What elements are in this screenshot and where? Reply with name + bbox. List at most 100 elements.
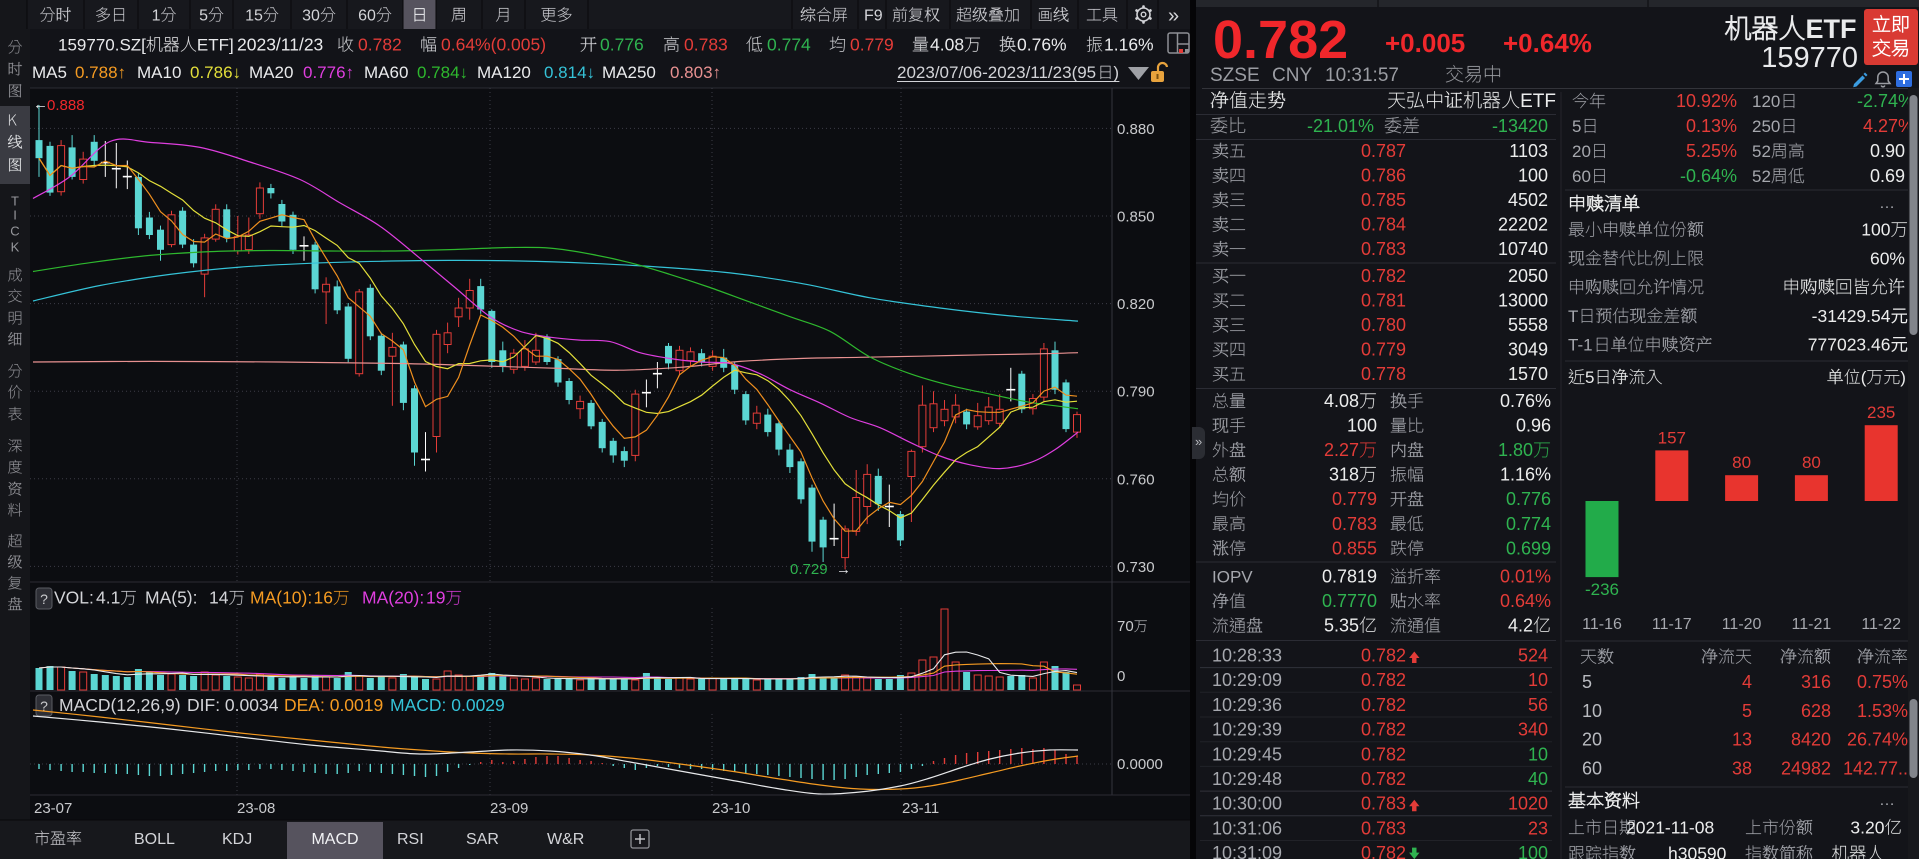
svg-text:2023/07/06-2023/11/23(95: 2023/07/06-2023/11/23(95 [897,63,1096,82]
svg-text:20: 20 [1572,142,1591,161]
svg-text:5: 5 [1585,368,1594,387]
svg-text:VOL:: VOL: [54,588,94,608]
svg-text:0.783: 0.783 [1361,239,1406,259]
svg-text:10: 10 [1528,670,1548,690]
svg-text:0.01%: 0.01% [1500,567,1551,587]
svg-text:0.776↑: 0.776↑ [303,63,354,82]
svg-text:SZSE: SZSE [1210,65,1260,86]
svg-text:2.27: 2.27 [1324,440,1359,460]
svg-text:10:29:09: 10:29:09 [1212,670,1282,690]
svg-text:0.7770: 0.7770 [1322,591,1377,611]
svg-text:(: ( [1861,368,1867,387]
svg-text:0.787: 0.787 [1361,141,1406,161]
svg-text:4.2: 4.2 [1508,616,1533,636]
svg-text:10:28:33: 10:28:33 [1212,646,1282,666]
svg-text:0.880: 0.880 [1117,121,1155,138]
svg-text:0.814↓: 0.814↓ [544,63,595,82]
svg-text:100: 100 [1861,220,1890,240]
svg-text:1: 1 [152,8,161,25]
svg-text:16: 16 [314,588,333,608]
svg-text:0.779: 0.779 [850,35,894,55]
svg-text:0.782: 0.782 [1361,266,1406,286]
svg-text:MA(20):: MA(20): [362,588,424,608]
svg-text:10:29:48: 10:29:48 [1212,769,1282,789]
svg-text:4.08: 4.08 [930,35,964,55]
svg-text:5.25%: 5.25% [1686,141,1737,161]
svg-text:0.699: 0.699 [1506,538,1551,558]
svg-text:): ) [1113,63,1119,82]
svg-text:→: → [836,561,851,578]
svg-text:C: C [10,224,19,239]
svg-text:316: 316 [1801,672,1831,692]
svg-text:0.760: 0.760 [1117,471,1155,488]
svg-text:0.76%: 0.76% [1017,35,1067,55]
svg-text:←: ← [33,96,48,113]
svg-text:10.92%: 10.92% [1676,91,1737,111]
svg-text:MA20: MA20 [249,63,293,82]
svg-text:0.730: 0.730 [1117,559,1155,576]
svg-text:4502: 4502 [1508,190,1548,210]
svg-text:): ) [1900,368,1906,387]
svg-text:70: 70 [1117,618,1134,635]
svg-text:K: K [11,240,20,255]
svg-text:23-11: 23-11 [902,800,939,817]
svg-text:0.786: 0.786 [1361,166,1406,186]
svg-text:235: 235 [1867,403,1895,422]
svg-text:0.855: 0.855 [1332,538,1377,558]
svg-text:3.20: 3.20 [1850,818,1884,838]
svg-text:MA120: MA120 [477,63,531,82]
svg-text:0.779: 0.779 [1361,340,1406,360]
svg-text:0.69: 0.69 [1870,166,1905,186]
svg-text:0.782: 0.782 [1361,670,1406,690]
svg-text:0.774: 0.774 [1506,514,1551,534]
svg-text:0.7819: 0.7819 [1322,567,1377,587]
svg-text:+0.005: +0.005 [1385,28,1465,58]
svg-text:»: » [1195,434,1202,449]
svg-text:DEA: 0.0019: DEA: 0.0019 [284,695,383,715]
svg-text:60: 60 [1572,167,1591,186]
svg-text:10:29:45: 10:29:45 [1212,744,1282,764]
svg-text:0.0000: 0.0000 [1117,756,1163,773]
svg-text:0.783: 0.783 [1361,818,1406,838]
svg-text:5: 5 [199,8,208,25]
svg-text:3049: 3049 [1508,340,1548,360]
svg-text:MACD: 0.0029: MACD: 0.0029 [390,695,505,715]
svg-text:MACD: MACD [311,831,358,848]
svg-text:23-10: 23-10 [712,800,750,817]
svg-text:KDJ: KDJ [222,831,252,848]
svg-text:DIF: 0.0034: DIF: 0.0034 [187,695,279,715]
svg-text:100: 100 [1347,416,1377,436]
svg-text:60%: 60% [1870,248,1905,268]
svg-text:38: 38 [1732,758,1752,778]
svg-text:0.75%: 0.75% [1857,672,1908,692]
svg-text:23: 23 [1528,818,1548,838]
svg-text:1.53%: 1.53% [1857,701,1908,721]
svg-text:10740: 10740 [1498,239,1548,259]
svg-text:0.64%(0.005): 0.64%(0.005) [441,35,546,55]
svg-text:MA5: MA5 [32,63,67,82]
svg-text:10:31:09: 10:31:09 [1212,843,1282,859]
svg-text:157: 157 [1658,428,1686,447]
svg-text:RSI: RSI [397,831,424,848]
svg-text:250: 250 [1752,117,1780,136]
svg-text:0.782: 0.782 [1361,744,1406,764]
svg-text:0.888: 0.888 [47,97,85,114]
svg-text:0.850: 0.850 [1117,209,1155,226]
svg-text:11-22: 11-22 [1861,616,1901,633]
svg-text:80: 80 [1802,453,1821,472]
svg-text:1.16%: 1.16% [1104,35,1154,55]
svg-text:15: 15 [245,8,263,25]
svg-text:23-09: 23-09 [490,800,528,817]
svg-text:h30590: h30590 [1668,844,1727,859]
svg-text:MA10: MA10 [137,63,181,82]
svg-text:0.782: 0.782 [1361,695,1406,715]
svg-text:80: 80 [1732,453,1751,472]
svg-text:W&R: W&R [547,831,584,848]
svg-text:5: 5 [1572,117,1581,136]
svg-text:524: 524 [1518,646,1548,666]
svg-text:0.784: 0.784 [1361,215,1406,235]
svg-text:0.782: 0.782 [1213,10,1348,70]
svg-text:0.776: 0.776 [1506,489,1551,509]
svg-text:52: 52 [1752,142,1771,161]
svg-text:0.790: 0.790 [1117,384,1155,401]
